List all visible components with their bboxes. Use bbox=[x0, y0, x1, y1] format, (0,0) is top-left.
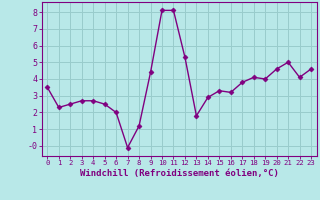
X-axis label: Windchill (Refroidissement éolien,°C): Windchill (Refroidissement éolien,°C) bbox=[80, 169, 279, 178]
